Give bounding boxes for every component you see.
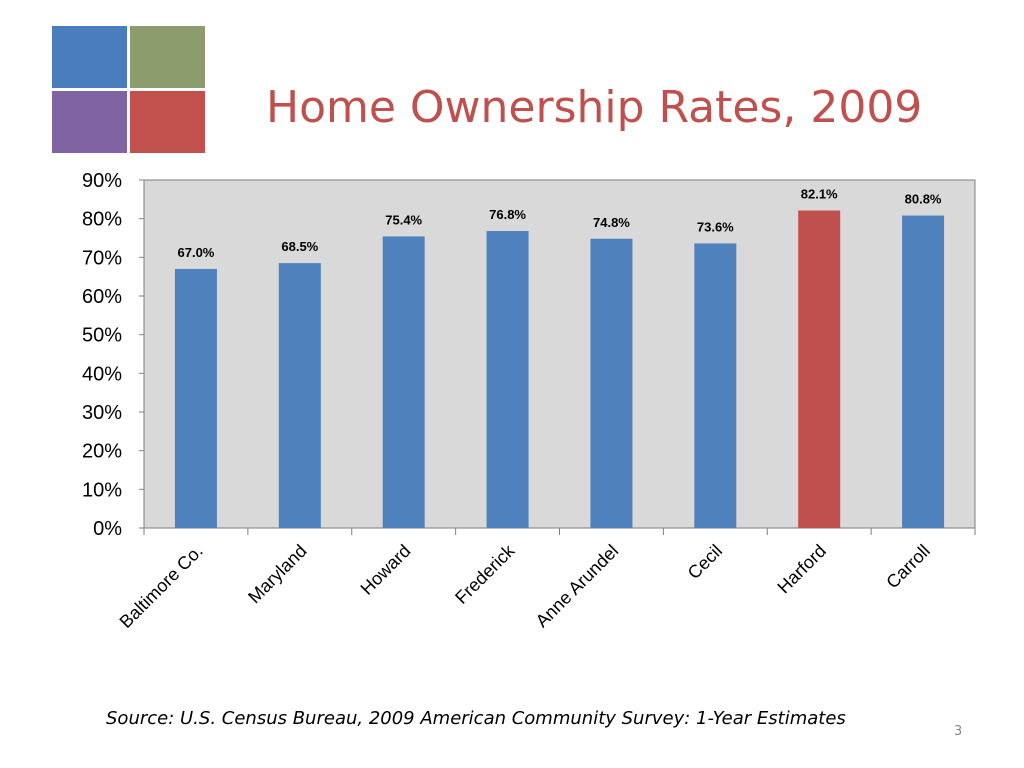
y-tick-label: 90% bbox=[82, 170, 122, 192]
x-category-label: Carroll bbox=[882, 541, 934, 593]
logo-square-red bbox=[130, 91, 205, 153]
x-category-label: Howard bbox=[357, 541, 415, 599]
data-label: 75.4% bbox=[385, 212, 422, 227]
bar bbox=[278, 263, 321, 528]
data-label: 76.8% bbox=[489, 207, 526, 222]
bar bbox=[382, 236, 425, 528]
bar-chart: 0% 10% 20% 30% 40% 50% 60% 70% 80% 90% 67.0% Baltim… bbox=[82, 170, 976, 632]
y-tick-label: 60% bbox=[82, 286, 122, 308]
y-tick-label: 70% bbox=[82, 247, 122, 269]
x-category-label: Cecil bbox=[684, 541, 726, 583]
bar bbox=[174, 268, 217, 528]
y-tick-label: 50% bbox=[82, 325, 122, 347]
data-label: 82.1% bbox=[801, 187, 838, 202]
bar bbox=[694, 243, 737, 528]
data-label: 74.8% bbox=[593, 215, 630, 230]
data-label: 68.5% bbox=[281, 239, 318, 254]
y-tick-label: 10% bbox=[82, 479, 122, 501]
y-tick-label: 30% bbox=[82, 402, 122, 424]
y-tick-label: 40% bbox=[82, 363, 122, 385]
plot-area bbox=[143, 179, 976, 529]
data-label: 80.8% bbox=[905, 192, 942, 207]
x-category-label: Harford bbox=[773, 541, 830, 598]
source-note: Source: U.S. Census Bureau, 2009 America… bbox=[106, 708, 846, 729]
logo-square-blue bbox=[52, 26, 127, 88]
slide-title: Home Ownership Rates, 2009 bbox=[266, 82, 923, 133]
y-tick-label: 0% bbox=[93, 518, 122, 540]
bar bbox=[798, 210, 841, 528]
bar bbox=[590, 238, 633, 529]
logo-square-green bbox=[130, 26, 205, 88]
y-tick-label: 20% bbox=[82, 441, 122, 463]
bar bbox=[902, 215, 945, 528]
logo-square-purple bbox=[52, 91, 127, 153]
y-tick-label: 80% bbox=[82, 209, 122, 231]
data-label: 67.0% bbox=[178, 245, 215, 260]
x-category-label: Frederick bbox=[451, 540, 519, 608]
x-category-label: Maryland bbox=[244, 541, 310, 607]
slide-logo bbox=[52, 26, 206, 154]
page-number: 3 bbox=[954, 724, 963, 739]
x-category-label: Anne Arundel bbox=[532, 541, 623, 632]
x-category-label: Baltimore Co. bbox=[116, 541, 207, 632]
data-label: 73.6% bbox=[697, 219, 734, 234]
bar bbox=[486, 231, 529, 529]
